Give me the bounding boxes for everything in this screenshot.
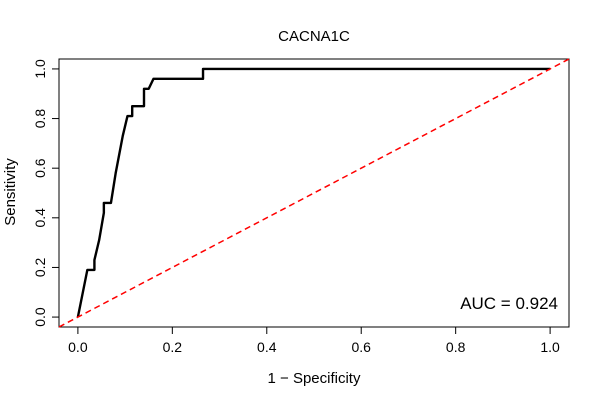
- x-axis-label: 1 − Specificity: [268, 370, 361, 387]
- y-tick-label: 0.4: [32, 208, 48, 228]
- plot-border: [58, 58, 570, 328]
- y-tick-label: 0.8: [32, 109, 48, 129]
- reference-diagonal-line: [58, 58, 570, 328]
- x-tick-label: 0.8: [446, 339, 466, 355]
- y-axis: 0.0 0.2 0.4 0.6 0.8 1.0: [32, 59, 59, 327]
- x-tick-label: 0.0: [68, 339, 88, 355]
- series-layer: [58, 58, 570, 328]
- x-tick-label: 1.0: [540, 339, 560, 355]
- y-axis-label: Sensitivity: [2, 158, 19, 226]
- y-tick-label: 0.0: [32, 307, 48, 327]
- auc-annotation: AUC = 0.924: [460, 294, 558, 313]
- x-tick-label: 0.6: [351, 339, 371, 355]
- y-tick-label: 0.2: [32, 258, 48, 278]
- x-tick-label: 0.4: [257, 339, 277, 355]
- y-tick-label: 1.0: [32, 59, 48, 79]
- x-axis: 0.0 0.2 0.4 0.6 0.8 1.0: [68, 327, 560, 355]
- x-tick-label: 0.2: [163, 339, 183, 355]
- roc-curve-line: [76, 67, 551, 318]
- chart-title: CACNA1C: [278, 28, 350, 45]
- y-tick-label: 0.6: [32, 158, 48, 178]
